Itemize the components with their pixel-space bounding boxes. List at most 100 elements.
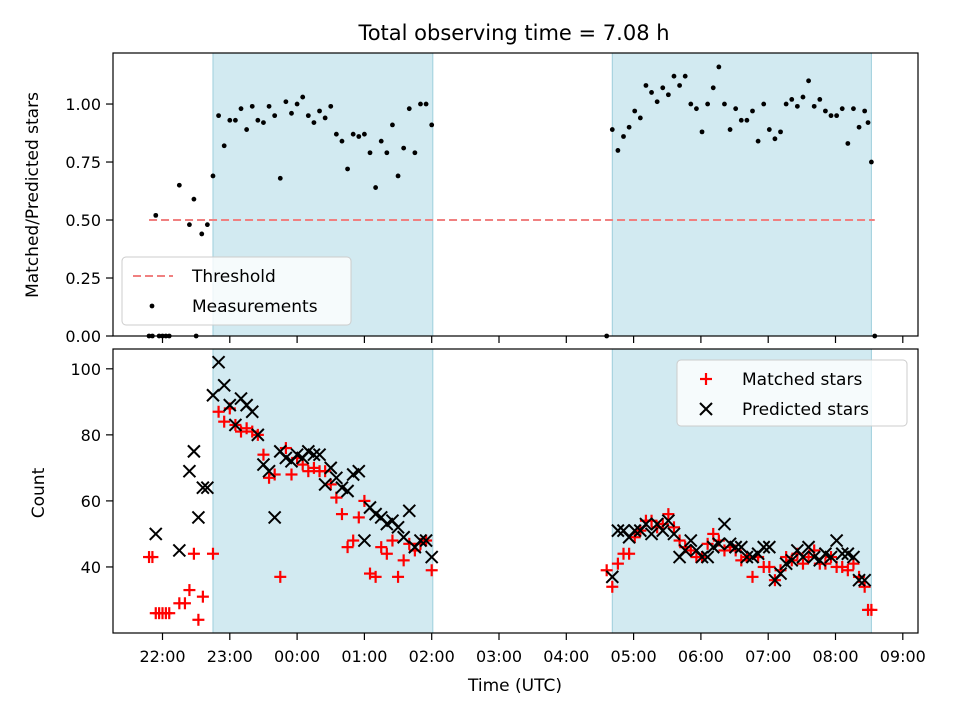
measurement-point [244,127,250,132]
predicted-star-point [228,418,243,432]
predicted-star-point [785,553,799,568]
measurement-point [191,196,197,202]
predicted-star-point [667,527,681,541]
measurement-point [350,131,356,137]
predicted-star-point [329,471,344,485]
matched-star-point [369,570,382,583]
measurement-point [356,134,362,139]
bottom-plot-frame [112,348,919,634]
matched-star-point [192,613,205,626]
measurement-point [406,106,412,112]
top-y-tick-label: 0.75 [65,153,101,172]
x-tick-label: 01:00 [341,647,387,666]
predicted-star-point [211,355,226,369]
measurement-point [677,83,682,88]
measurement-point [300,94,306,100]
measurement-point [311,120,317,125]
measurement-point [418,101,423,107]
matched-star-point [763,560,776,573]
measurement-point [649,90,654,95]
predicted-star-point [628,523,642,538]
measurement-point [766,127,772,132]
x-tick-label: 04:00 [543,647,589,666]
measurement-point [305,113,311,119]
predicted-star-point [740,550,754,564]
measurement-point [429,122,435,128]
predicted-star-point [149,527,163,541]
predicted-star-point [352,464,366,478]
x-tick-label: 23:00 [207,647,253,666]
measurement-point [772,136,778,142]
measurement-point [654,99,660,105]
measurement-point [210,173,216,179]
top-y-tick-label: 1.00 [65,95,101,114]
matched-star-point [645,514,658,527]
measurement-point [761,101,767,107]
predicted-star-point [695,550,709,564]
measurement-point [727,127,733,132]
predicted-star-point [245,405,259,419]
measurement-point [233,117,238,123]
measurement-point [401,145,407,151]
bottom-y-tick-label: 40 [81,558,101,577]
x-tick-label: 07:00 [745,647,791,666]
measurement-point [266,103,272,109]
measurement-point [868,159,874,165]
measurement-point [333,131,339,137]
top-y-tick-label: 0.50 [65,211,101,230]
matched-star-point [279,442,292,455]
measurement-point [609,127,615,132]
matched-star-point [358,494,371,507]
top-panel: Total observing time = 7.08 h 0.00 0.25 0.… [23,21,919,346]
measurement-point [621,134,626,139]
legend-predicted-label: Predicted stars [742,400,869,420]
matched-star-point [858,580,871,593]
matched-star-point [257,448,270,461]
measurement-point [710,85,716,91]
measurement-point [289,110,294,116]
x-tick-label: 05:00 [611,647,657,666]
predicted-star-point [223,398,237,412]
matched-star-point [274,570,287,583]
matched-star-point [746,570,759,583]
matched-star-point [335,508,348,521]
predicted-star-point [318,477,332,492]
bottom-legend-box [676,359,908,427]
matched-star-point [178,597,191,610]
predicted-star-point [251,428,265,442]
measurement-point [322,115,328,121]
predicted-star-point [757,540,771,554]
top-plot-frame [112,52,919,337]
measurement-point [395,173,401,179]
predicted-star-point [402,504,416,518]
matched-star-point [386,534,399,547]
predicted-star-point [196,480,210,495]
predicted-star-point [678,543,692,558]
matched-star-point [206,547,219,560]
predicted-star-point [700,550,715,564]
predicted-star-point [796,550,810,564]
predicted-star-point [829,533,844,548]
measurement-point [153,212,159,218]
measurement-point [362,131,367,137]
predicted-star-point [391,520,405,535]
predicted-star-point [639,517,653,531]
matched-star-point [183,584,196,597]
top-chart-title: Total observing time = 7.08 h [357,21,669,45]
measurement-point [806,78,811,84]
measurement-point [823,108,828,114]
measurement-point [283,99,289,105]
measurement-point [817,96,823,102]
measurement-point [199,231,205,237]
predicted-star-point [824,550,838,564]
predicted-star-point [734,540,748,554]
measurement-point [845,141,851,146]
matched-star-point [841,564,854,577]
measurement-point [828,113,834,119]
predicted-star-point [712,537,726,551]
legend-measurements-label: Measurements [192,297,318,317]
predicted-star-point [424,550,439,564]
matched-star-point [802,551,815,564]
matched-star-point [656,518,669,531]
matched-star-point [285,468,298,481]
